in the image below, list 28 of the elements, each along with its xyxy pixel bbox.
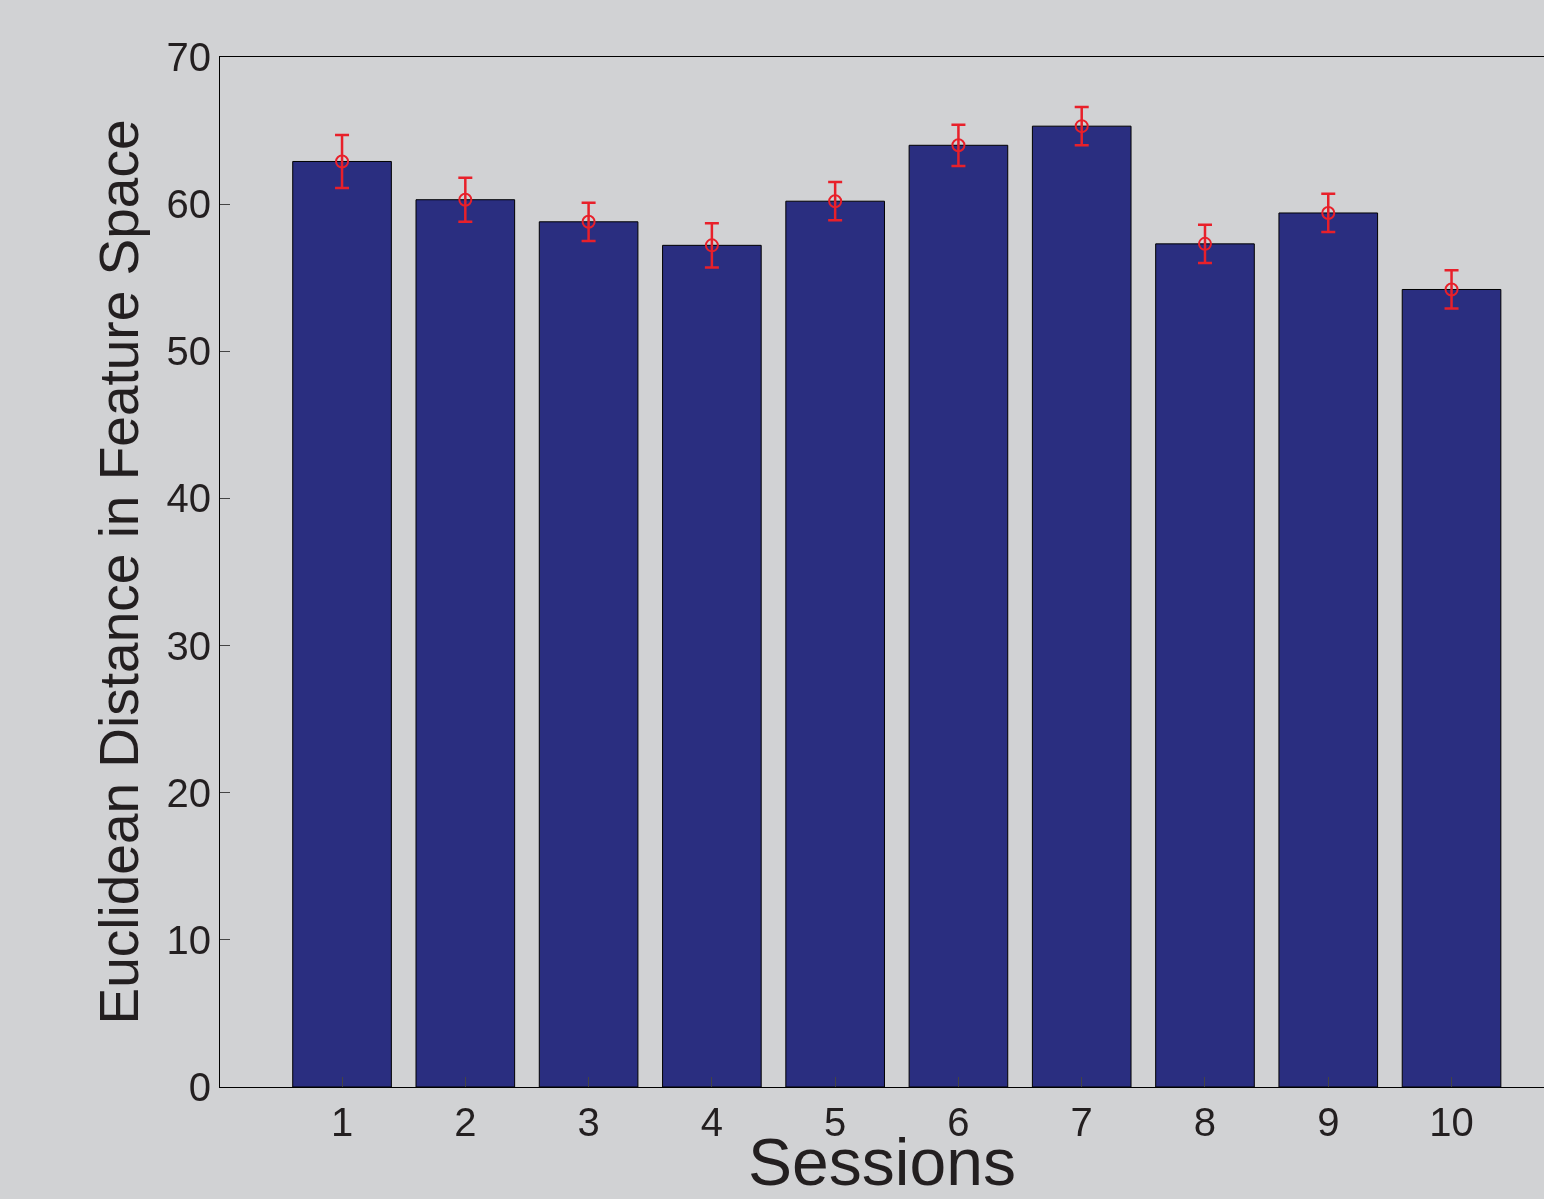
point <box>458 192 473 207</box>
x-tick-label: 4 <box>700 1100 724 1144</box>
point <box>1321 205 1336 220</box>
x-tick-label: 6 <box>947 1100 970 1144</box>
y-tick-label: 0 <box>188 1065 211 1109</box>
y-tick-label: 70 <box>166 35 211 79</box>
point <box>581 214 596 229</box>
point <box>1074 119 1089 134</box>
point <box>951 138 966 153</box>
x-tick-label: 10 <box>1429 1100 1474 1144</box>
y-tick-label: 10 <box>166 917 211 962</box>
x-tick-label: 7 <box>1070 1100 1093 1144</box>
point <box>828 194 843 209</box>
point <box>1198 236 1212 251</box>
x-tick-label: 8 <box>1193 1100 1217 1144</box>
y-tick-label: 50 <box>166 329 211 374</box>
point <box>704 238 719 253</box>
x-tick-label: 1 <box>330 1100 354 1144</box>
y-tick-label: 20 <box>166 770 211 815</box>
x-tick-label: 2 <box>454 1100 477 1144</box>
point <box>335 154 350 169</box>
y-tick-label: 30 <box>166 623 211 668</box>
y-tick-label: 60 <box>166 182 211 227</box>
x-tick-label: 9 <box>1317 1100 1340 1144</box>
x-tick-label: 3 <box>577 1100 600 1144</box>
y-tick-label: 40 <box>166 476 211 521</box>
y-axis-title: Euclidean Distance in Feature Space <box>87 119 150 1025</box>
point <box>1444 282 1459 297</box>
